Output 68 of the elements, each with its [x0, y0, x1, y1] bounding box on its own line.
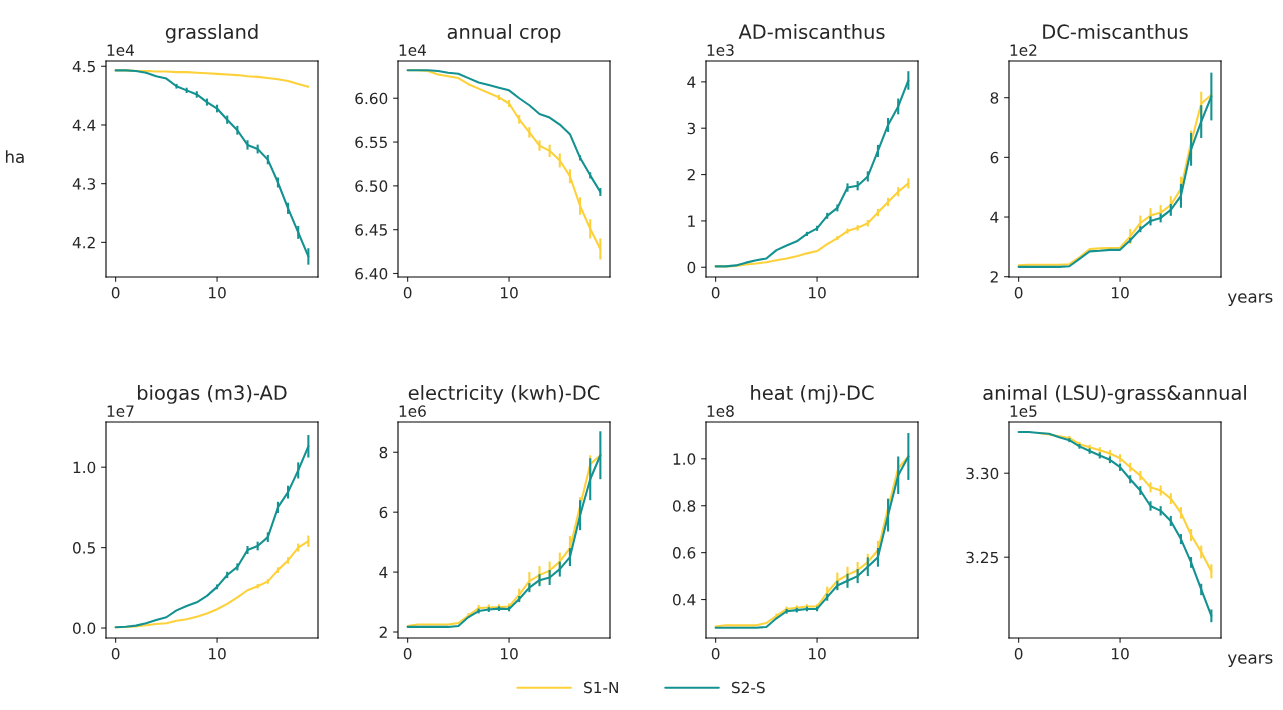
y-tick-label: 6	[379, 506, 388, 519]
legend-label: S2-S	[731, 681, 765, 694]
y-tick-label: 2	[687, 169, 695, 181]
y-tick-label: 4	[990, 211, 999, 223]
x-tick-label: 0	[1014, 286, 1023, 299]
y-tick-label: 4.4	[72, 119, 96, 131]
y-tick-label: 0	[687, 261, 696, 274]
x-tick-label: 0	[711, 286, 720, 299]
x-tick-label: 10	[809, 286, 826, 299]
y-tick-label: 0.4	[672, 594, 696, 606]
x-axis-title: years	[1227, 293, 1273, 307]
chart-title: electricity (kwh)-DC	[408, 385, 600, 404]
x-tick-label: 0	[111, 286, 120, 299]
chart-title: AD-miscanthus	[738, 24, 885, 40]
y-tick-label: 8	[990, 92, 999, 104]
y-tick-label: 2	[990, 271, 998, 283]
x-tick-label: 10	[1112, 647, 1129, 660]
y-tick-label: 6.55	[355, 136, 387, 149]
text: 1e6	[399, 405, 426, 417]
x-tick-label: 10	[209, 647, 226, 660]
chart-title: grassland	[165, 24, 258, 43]
text: 1e2	[1010, 44, 1037, 56]
y-tick-label: 6.60	[355, 92, 388, 105]
chart-title: animal (LSU)-grass&annual	[983, 385, 1246, 404]
y-tick-label: 4.2	[72, 236, 95, 249]
text: 1e3	[707, 44, 734, 56]
x-tick-label: 10	[1112, 286, 1129, 299]
x-tick-label: 0	[711, 647, 720, 660]
y-tick-label: 2	[379, 626, 387, 638]
chart-title: heat (mj)-DC	[751, 385, 874, 404]
y-tick-label: 0.5	[72, 542, 95, 554]
y-tick-label: 3.25	[966, 551, 998, 564]
y-tick-label: 4	[687, 76, 696, 88]
x-tick-label: 10	[501, 286, 518, 299]
chart-title: annual crop	[447, 24, 561, 43]
y-tick-label: 6.40	[355, 267, 388, 280]
y-tick-label: 3	[687, 122, 696, 135]
x-tick-label: 10	[809, 647, 826, 660]
x-tick-label: 0	[111, 647, 120, 660]
y-tick-label: 4	[379, 566, 388, 578]
y-tick-label: 0.6	[672, 547, 696, 559]
text: 1e4	[399, 44, 426, 56]
y-tick-label: 0.0	[72, 622, 96, 635]
x-tick-label: 0	[403, 647, 412, 660]
text: 1e5	[1010, 405, 1037, 417]
chart-title: biogas (m3)-AD	[137, 385, 287, 404]
y-tick-label: 4.3	[72, 178, 96, 190]
y-tick-label: 8	[379, 446, 388, 459]
legend-label: S1-N	[584, 681, 618, 694]
y-axis-title: ha	[5, 150, 24, 164]
y-tick-label: 4.5	[72, 60, 95, 73]
x-tick-label: 10	[501, 647, 518, 660]
text: 1e4	[107, 44, 134, 56]
y-tick-label: 6.50	[355, 180, 388, 192]
x-tick-label: 10	[209, 286, 226, 299]
x-axis-title: years	[1227, 654, 1273, 668]
x-tick-label: 0	[1014, 647, 1023, 660]
y-tick-label: 1	[688, 215, 695, 227]
y-tick-label: 6	[990, 151, 999, 164]
y-tick-label: 1.0	[73, 461, 96, 474]
y-tick-label: 6.45	[355, 224, 387, 236]
text: 1e7	[107, 405, 134, 417]
y-tick-label: 0.8	[672, 500, 696, 512]
y-tick-label: 3.30	[966, 467, 999, 480]
chart-title: DC-miscanthus	[1043, 24, 1188, 40]
x-tick-label: 0	[403, 286, 412, 299]
text: 1e8	[707, 405, 734, 417]
y-tick-label: 1.0	[673, 453, 696, 465]
